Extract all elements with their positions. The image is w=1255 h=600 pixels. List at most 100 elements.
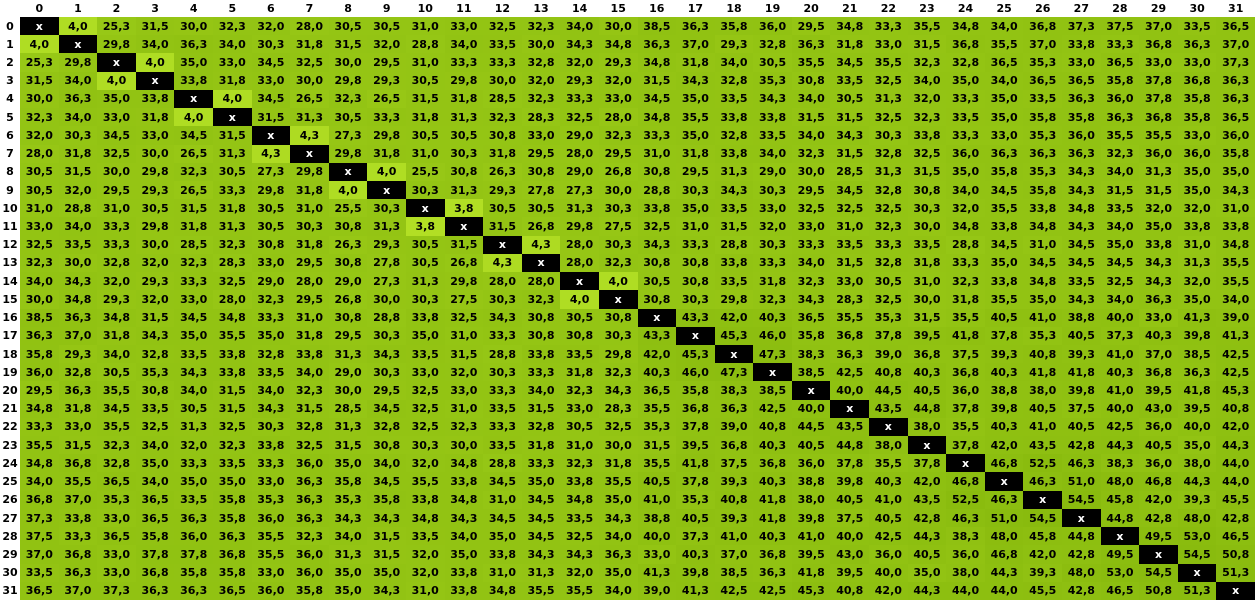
matrix-cell-r4-c27[interactable]: 36,3 bbox=[1062, 89, 1101, 109]
matrix-cell-r16-c26[interactable]: 41,0 bbox=[1023, 308, 1063, 327]
matrix-cell-r17-c16[interactable]: 43,3 bbox=[637, 326, 677, 345]
matrix-cell-r27-c10[interactable]: 34,8 bbox=[405, 508, 445, 528]
col-header-29[interactable]: 29 bbox=[1139, 0, 1178, 17]
matrix-cell-r20-c19[interactable]: 38,5 bbox=[753, 381, 792, 400]
matrix-cell-r18-c14[interactable]: 33,5 bbox=[560, 344, 599, 364]
matrix-cell-r4-c11[interactable]: 31,8 bbox=[444, 89, 484, 109]
diagonal-x-cell[interactable]: x bbox=[560, 272, 599, 291]
diagonal-x-cell[interactable]: x bbox=[676, 326, 715, 345]
matrix-cell-r26-c5[interactable]: 35,8 bbox=[212, 490, 252, 509]
matrix-cell-r19-c14[interactable]: 31,8 bbox=[560, 363, 599, 382]
matrix-cell-r3-c15[interactable]: 32,0 bbox=[598, 71, 638, 90]
matrix-cell-r9-c21[interactable]: 34,5 bbox=[830, 180, 870, 200]
matrix-cell-r2-c29[interactable]: 33,0 bbox=[1139, 53, 1178, 72]
matrix-cell-r12-c10[interactable]: 30,5 bbox=[405, 235, 445, 254]
matrix-cell-r29-c3[interactable]: 37,8 bbox=[135, 545, 175, 564]
matrix-cell-r20-c17[interactable]: 35,8 bbox=[676, 381, 715, 400]
diagonal-x-cell[interactable]: x bbox=[174, 89, 213, 109]
matrix-cell-r8-c13[interactable]: 30,8 bbox=[521, 162, 561, 181]
matrix-cell-r23-c10[interactable]: 30,3 bbox=[405, 436, 445, 455]
matrix-cell-r10-c5[interactable]: 31,8 bbox=[212, 199, 252, 218]
matrix-cell-r28-c18[interactable]: 41,0 bbox=[714, 527, 754, 546]
matrix-cell-r16-c23[interactable]: 31,5 bbox=[907, 308, 947, 327]
matrix-cell-r3-c27[interactable]: 36,5 bbox=[1062, 71, 1101, 90]
matrix-cell-r8-c22[interactable]: 31,3 bbox=[869, 162, 908, 181]
matrix-cell-r15-c11[interactable]: 27,5 bbox=[444, 290, 484, 309]
matrix-cell-r6-c9[interactable]: 29,8 bbox=[367, 126, 406, 145]
matrix-cell-r8-c7[interactable]: 29,8 bbox=[290, 162, 329, 181]
col-header-28[interactable]: 28 bbox=[1100, 0, 1140, 17]
matrix-cell-r4-c0[interactable]: 30,0 bbox=[20, 89, 59, 109]
matrix-cell-r25-c1[interactable]: 35,5 bbox=[58, 472, 98, 491]
matrix-cell-r18-c29[interactable]: 37,0 bbox=[1139, 344, 1178, 364]
matrix-cell-r3-c23[interactable]: 34,0 bbox=[907, 71, 947, 90]
matrix-cell-r0-c12[interactable]: 32,5 bbox=[483, 17, 522, 36]
matrix-cell-r23-c18[interactable]: 36,8 bbox=[714, 436, 754, 455]
matrix-cell-r10-c17[interactable]: 35,0 bbox=[676, 199, 715, 218]
matrix-cell-r9-c8[interactable]: 4,0 bbox=[328, 180, 368, 200]
matrix-cell-r28-c15[interactable]: 34,0 bbox=[598, 527, 638, 546]
diagonal-x-cell[interactable]: x bbox=[20, 17, 59, 36]
matrix-cell-r21-c7[interactable]: 31,5 bbox=[290, 399, 329, 418]
matrix-cell-r23-c11[interactable]: 30,0 bbox=[444, 436, 484, 455]
matrix-cell-r2-c25[interactable]: 36,5 bbox=[984, 53, 1024, 72]
matrix-cell-r24-c16[interactable]: 35,5 bbox=[637, 454, 677, 473]
matrix-cell-r5-c9[interactable]: 33,3 bbox=[367, 108, 406, 127]
matrix-cell-r12-c26[interactable]: 31,0 bbox=[1023, 235, 1063, 254]
matrix-cell-r19-c25[interactable]: 40,3 bbox=[984, 363, 1024, 382]
matrix-cell-r27-c18[interactable]: 39,3 bbox=[714, 508, 754, 528]
matrix-cell-r18-c3[interactable]: 32,8 bbox=[135, 344, 175, 364]
matrix-cell-r4-c20[interactable]: 34,0 bbox=[791, 89, 831, 109]
matrix-cell-r23-c28[interactable]: 44,3 bbox=[1100, 436, 1140, 455]
matrix-cell-r27-c17[interactable]: 40,5 bbox=[676, 508, 715, 528]
matrix-cell-r9-c15[interactable]: 30,0 bbox=[598, 180, 638, 200]
matrix-cell-r28-c26[interactable]: 45,8 bbox=[1023, 527, 1063, 546]
matrix-cell-r0-c11[interactable]: 33,0 bbox=[444, 17, 484, 36]
matrix-cell-r9-c0[interactable]: 30,5 bbox=[20, 180, 59, 200]
matrix-cell-r12-c22[interactable]: 33,3 bbox=[869, 235, 908, 254]
matrix-cell-r23-c30[interactable]: 35,0 bbox=[1177, 436, 1217, 455]
matrix-cell-r15-c9[interactable]: 30,0 bbox=[367, 290, 406, 309]
matrix-cell-r28-c31[interactable]: 46,5 bbox=[1216, 527, 1255, 546]
diagonal-x-cell[interactable]: x bbox=[212, 108, 252, 127]
matrix-cell-r30-c16[interactable]: 41,3 bbox=[637, 563, 677, 582]
matrix-cell-r14-c31[interactable]: 35,5 bbox=[1216, 272, 1255, 291]
matrix-cell-r1-c15[interactable]: 34,8 bbox=[598, 35, 638, 54]
matrix-cell-r2-c20[interactable]: 35,5 bbox=[791, 53, 831, 72]
matrix-cell-r22-c30[interactable]: 40,0 bbox=[1177, 417, 1217, 437]
matrix-cell-r19-c4[interactable]: 34,3 bbox=[174, 363, 213, 382]
matrix-cell-r23-c2[interactable]: 32,3 bbox=[97, 436, 136, 455]
matrix-cell-r16-c31[interactable]: 39,0 bbox=[1216, 308, 1255, 327]
matrix-cell-r5-c25[interactable]: 35,0 bbox=[984, 108, 1024, 127]
matrix-cell-r13-c29[interactable]: 34,3 bbox=[1139, 253, 1178, 273]
matrix-cell-r14-c1[interactable]: 34,3 bbox=[58, 272, 98, 291]
matrix-cell-r9-c27[interactable]: 34,3 bbox=[1062, 180, 1101, 200]
matrix-cell-r6-c19[interactable]: 33,5 bbox=[753, 126, 792, 145]
matrix-cell-r11-c4[interactable]: 31,8 bbox=[174, 217, 213, 236]
col-header-22[interactable]: 22 bbox=[869, 0, 908, 17]
matrix-cell-r19-c3[interactable]: 35,3 bbox=[135, 363, 175, 382]
matrix-cell-r20-c0[interactable]: 29,5 bbox=[20, 381, 59, 400]
matrix-cell-r1-c9[interactable]: 32,0 bbox=[367, 35, 406, 54]
matrix-cell-r29-c5[interactable]: 36,8 bbox=[212, 545, 252, 564]
matrix-cell-r9-c10[interactable]: 30,3 bbox=[405, 180, 445, 200]
matrix-cell-r20-c23[interactable]: 40,5 bbox=[907, 381, 947, 400]
matrix-cell-r17-c22[interactable]: 37,8 bbox=[869, 326, 908, 345]
matrix-cell-r15-c5[interactable]: 28,0 bbox=[212, 290, 252, 309]
matrix-cell-r7-c14[interactable]: 28,0 bbox=[560, 144, 599, 163]
matrix-cell-r31-c1[interactable]: 37,0 bbox=[58, 581, 98, 600]
matrix-cell-r22-c29[interactable]: 36,0 bbox=[1139, 417, 1178, 437]
matrix-cell-r8-c19[interactable]: 29,0 bbox=[753, 162, 792, 181]
matrix-cell-r30-c9[interactable]: 35,0 bbox=[367, 563, 406, 582]
matrix-cell-r14-c17[interactable]: 30,8 bbox=[676, 272, 715, 291]
matrix-cell-r18-c25[interactable]: 39,3 bbox=[984, 344, 1024, 364]
matrix-cell-r18-c8[interactable]: 31,3 bbox=[328, 344, 368, 364]
matrix-cell-r22-c10[interactable]: 32,5 bbox=[405, 417, 445, 437]
matrix-cell-r13-c3[interactable]: 32,0 bbox=[135, 253, 175, 273]
matrix-cell-r9-c3[interactable]: 29,3 bbox=[135, 180, 175, 200]
matrix-cell-r17-c2[interactable]: 31,8 bbox=[97, 326, 136, 345]
matrix-cell-r17-c29[interactable]: 40,3 bbox=[1139, 326, 1178, 345]
matrix-cell-r25-c6[interactable]: 33,0 bbox=[251, 472, 291, 491]
matrix-cell-r20-c2[interactable]: 35,5 bbox=[97, 381, 136, 400]
matrix-cell-r1-c4[interactable]: 36,3 bbox=[174, 35, 213, 54]
